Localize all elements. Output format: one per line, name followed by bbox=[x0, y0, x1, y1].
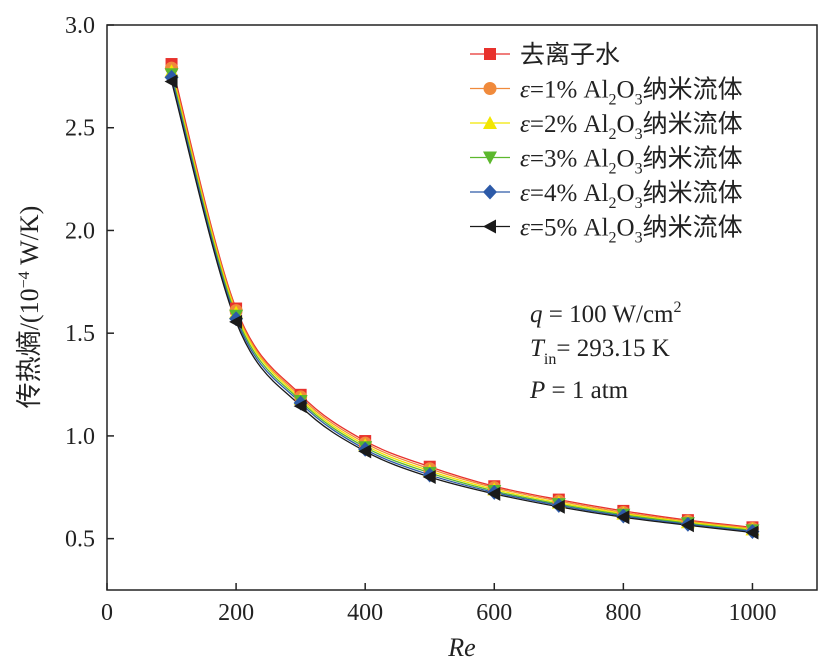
data-point bbox=[551, 499, 565, 514]
legend-marker bbox=[483, 219, 496, 234]
y-tick-label: 2.5 bbox=[65, 116, 95, 142]
x-tick-label: 800 bbox=[605, 600, 641, 626]
legend-marker bbox=[484, 48, 496, 60]
legend-label: ε=5% Al2O3纳米流体 bbox=[520, 214, 743, 247]
data-point bbox=[229, 314, 243, 329]
data-point bbox=[680, 518, 694, 533]
x-tick-label: 400 bbox=[347, 600, 383, 626]
legend-marker bbox=[483, 184, 497, 200]
y-tick-label: 0.5 bbox=[65, 527, 95, 553]
data-point bbox=[164, 74, 178, 89]
legend-marker bbox=[483, 116, 497, 129]
data-point bbox=[487, 486, 501, 501]
x-axis-title: Re bbox=[447, 633, 475, 662]
x-tick-label: 200 bbox=[218, 600, 254, 626]
legend-marker bbox=[483, 151, 497, 165]
data-point bbox=[293, 399, 307, 414]
x-tick-label: 600 bbox=[476, 600, 512, 626]
conditions-annotation: q = 100 W/cm2 Tin= 293.15 K P = 1 atm bbox=[529, 299, 681, 404]
legend-label: ε=2% Al2O3纳米流体 bbox=[520, 110, 743, 143]
y-axis-title: 传热熵/(10−4 W/K) bbox=[15, 206, 44, 409]
x-tick-label: 1000 bbox=[728, 600, 776, 626]
y-tick-label: 3.0 bbox=[65, 13, 95, 39]
y-tick-label: 2.0 bbox=[65, 218, 95, 244]
annotation-pressure: P = 1 atm bbox=[529, 377, 629, 404]
axis-ticks: 0 200 400 600 800 1000 0.5 1.0 1.5 2.0 2.5 3.0 bbox=[65, 13, 776, 626]
plot-frame bbox=[106, 24, 818, 591]
data-point bbox=[358, 444, 372, 459]
data-point bbox=[616, 510, 630, 525]
legend-label: ε=3% Al2O3纳米流体 bbox=[520, 145, 743, 178]
y-tick-label: 1.0 bbox=[65, 424, 95, 450]
legend-label: 去离子水 bbox=[520, 41, 620, 69]
series-markers bbox=[164, 58, 760, 540]
legend-marker bbox=[483, 82, 497, 95]
legend-label: ε=4% Al2O3纳米流体 bbox=[520, 179, 743, 212]
x-tick-label: 0 bbox=[101, 600, 113, 626]
annotation-heat-flux: q = 100 W/cm2 bbox=[530, 299, 681, 328]
data-point bbox=[745, 525, 759, 540]
legend-label: ε=1% Al2O3纳米流体 bbox=[520, 76, 743, 109]
data-point bbox=[422, 470, 436, 484]
annotation-inlet-temperature: Tin= 293.15 K bbox=[530, 335, 670, 368]
y-tick-label: 1.5 bbox=[65, 321, 95, 347]
